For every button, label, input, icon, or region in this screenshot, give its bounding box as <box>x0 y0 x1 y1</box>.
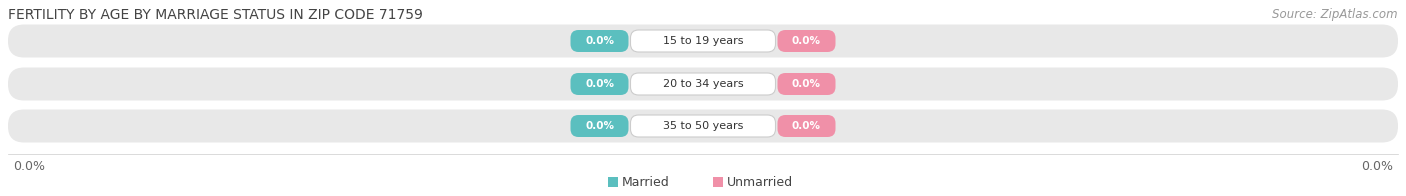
Text: Source: ZipAtlas.com: Source: ZipAtlas.com <box>1272 8 1398 21</box>
FancyBboxPatch shape <box>8 67 1398 101</box>
Text: 35 to 50 years: 35 to 50 years <box>662 121 744 131</box>
FancyBboxPatch shape <box>607 177 619 187</box>
FancyBboxPatch shape <box>571 30 628 52</box>
FancyBboxPatch shape <box>571 115 628 137</box>
Text: Married: Married <box>621 175 669 189</box>
Text: 0.0%: 0.0% <box>585 36 614 46</box>
Text: 0.0%: 0.0% <box>1361 160 1393 172</box>
Text: 15 to 19 years: 15 to 19 years <box>662 36 744 46</box>
FancyBboxPatch shape <box>778 73 835 95</box>
Text: 0.0%: 0.0% <box>585 79 614 89</box>
Text: 0.0%: 0.0% <box>792 79 821 89</box>
FancyBboxPatch shape <box>630 30 776 52</box>
Text: 0.0%: 0.0% <box>792 36 821 46</box>
FancyBboxPatch shape <box>713 177 723 187</box>
FancyBboxPatch shape <box>630 73 776 95</box>
FancyBboxPatch shape <box>630 115 776 137</box>
FancyBboxPatch shape <box>8 110 1398 142</box>
Text: Unmarried: Unmarried <box>727 175 793 189</box>
FancyBboxPatch shape <box>778 30 835 52</box>
Text: FERTILITY BY AGE BY MARRIAGE STATUS IN ZIP CODE 71759: FERTILITY BY AGE BY MARRIAGE STATUS IN Z… <box>8 8 423 22</box>
FancyBboxPatch shape <box>778 115 835 137</box>
FancyBboxPatch shape <box>8 24 1398 57</box>
Text: 0.0%: 0.0% <box>13 160 45 172</box>
Text: 0.0%: 0.0% <box>792 121 821 131</box>
Text: 20 to 34 years: 20 to 34 years <box>662 79 744 89</box>
Text: 0.0%: 0.0% <box>585 121 614 131</box>
FancyBboxPatch shape <box>571 73 628 95</box>
